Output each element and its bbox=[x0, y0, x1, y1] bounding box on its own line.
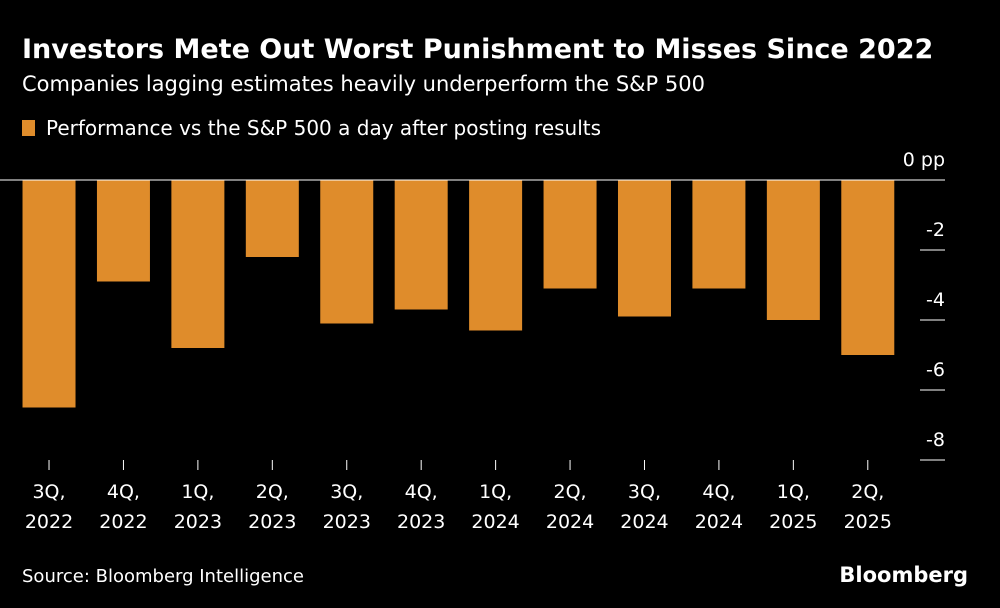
x-tick-label: 2Q, 2024 bbox=[545, 481, 595, 533]
bar bbox=[617, 180, 671, 317]
source: Source: Bloomberg Intelligence bbox=[22, 566, 304, 587]
bar bbox=[22, 180, 76, 408]
bar bbox=[320, 180, 374, 324]
bar bbox=[96, 180, 150, 282]
bar bbox=[469, 180, 523, 331]
bar bbox=[171, 180, 225, 348]
brand: Bloomberg bbox=[839, 563, 968, 587]
x-tick-label: 1Q, 2023 bbox=[173, 481, 223, 533]
x-tick-label: 3Q, 2022 bbox=[24, 481, 74, 533]
x-tick-label: 2Q, 2025 bbox=[843, 481, 892, 533]
y-tick-label: 0 pp bbox=[903, 149, 945, 171]
bar bbox=[766, 180, 820, 320]
chart-title: Investors Mete Out Worst Punishment to M… bbox=[22, 34, 933, 65]
x-tick-label: 3Q, 2023 bbox=[322, 481, 371, 533]
bar bbox=[394, 180, 448, 310]
x-tick-label: 4Q, 2024 bbox=[694, 481, 744, 533]
y-tick-label: -4 bbox=[926, 289, 945, 311]
bar bbox=[841, 180, 895, 355]
y-tick-label: -6 bbox=[926, 359, 945, 381]
x-tick-label: 1Q, 2025 bbox=[769, 481, 818, 533]
legend-swatch bbox=[22, 120, 35, 136]
legend-label: Performance vs the S&P 500 a day after p… bbox=[46, 116, 601, 140]
bar bbox=[543, 180, 597, 289]
x-tick-label: 1Q, 2024 bbox=[471, 481, 520, 533]
bar bbox=[692, 180, 746, 289]
x-tick-label: 4Q, 2023 bbox=[396, 481, 446, 533]
x-tick-label: 3Q, 2024 bbox=[620, 481, 669, 533]
y-tick-label: -2 bbox=[926, 219, 945, 241]
chart-subtitle: Companies lagging estimates heavily unde… bbox=[22, 72, 705, 96]
y-tick-label: -8 bbox=[926, 429, 945, 451]
x-tick-label: 4Q, 2022 bbox=[99, 481, 148, 533]
bar bbox=[245, 180, 299, 257]
x-tick-label: 2Q, 2023 bbox=[248, 481, 297, 533]
